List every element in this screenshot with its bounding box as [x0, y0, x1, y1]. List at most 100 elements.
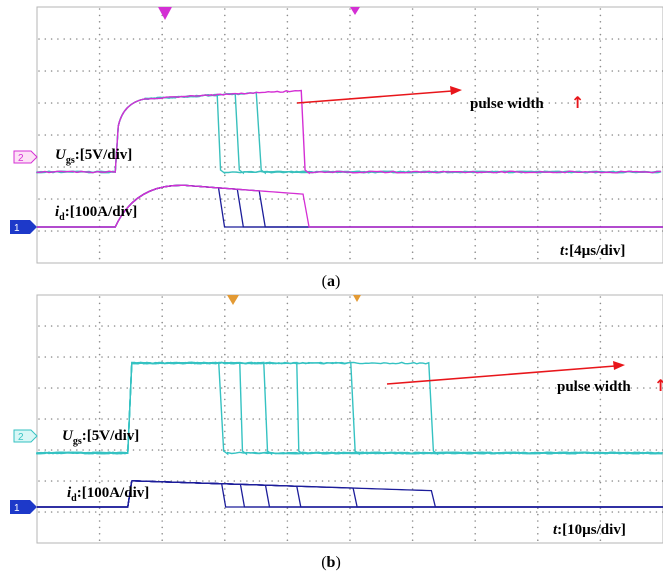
traces: [36, 361, 663, 508]
grid-dot: [435, 230, 437, 232]
grid-dot: [548, 449, 551, 451]
grid-dot: [474, 193, 477, 196]
grid-dot: [599, 353, 602, 356]
grid-dot: [107, 166, 110, 168]
time-scale-label: t:[4µs/div]: [560, 243, 625, 259]
grid-dot: [224, 366, 226, 369]
grid-dot: [101, 449, 103, 451]
grid-dot: [636, 387, 639, 389]
grid-dot: [454, 134, 456, 136]
grid-dot: [349, 40, 351, 42]
grid-dot: [145, 198, 147, 200]
grid-dot: [523, 38, 525, 40]
grid-dot: [435, 134, 437, 136]
grid-dot: [353, 70, 355, 72]
id-trace: [37, 184, 663, 228]
grid-dot: [517, 230, 519, 232]
grid-dot: [349, 174, 351, 177]
grid-dot: [176, 38, 179, 40]
grid-dot: [349, 347, 351, 350]
grid-dot: [365, 418, 368, 420]
grid-dot: [349, 430, 351, 433]
grid-dot: [391, 198, 393, 200]
grid-dot: [296, 166, 299, 168]
grid-dot: [239, 480, 242, 482]
grid-dot: [349, 315, 351, 318]
grid-dot: [349, 405, 351, 407]
grid-dot: [286, 469, 289, 471]
grid-dot: [309, 449, 311, 451]
grid-dot: [246, 418, 248, 420]
grid-dot: [286, 481, 289, 484]
grid-dot: [384, 449, 387, 451]
grid-dot: [485, 166, 488, 168]
grid-dot: [599, 110, 602, 113]
grid-dot: [617, 38, 620, 40]
grid-dot: [474, 117, 477, 119]
grid-dot: [107, 38, 110, 40]
grid-dot: [44, 480, 47, 482]
grid-dot: [474, 334, 477, 337]
grid-dot: [349, 539, 351, 541]
grid-dot: [411, 53, 414, 55]
grid-dot: [411, 110, 414, 113]
grid-dot: [636, 198, 639, 200]
grid-dot: [334, 449, 336, 451]
grid-dot: [510, 102, 513, 104]
grid-dot: [554, 166, 557, 168]
grid-dot: [113, 418, 116, 420]
grid-dot: [98, 91, 101, 93]
grid-dot: [157, 511, 160, 513]
grid-dot: [573, 166, 576, 168]
grid-dot: [655, 134, 658, 136]
grid-dot: [422, 356, 425, 358]
grid-dot: [176, 102, 179, 104]
grid-dot: [340, 418, 343, 420]
grid-dot: [233, 166, 236, 168]
grid-dot: [643, 325, 645, 327]
grid-dot: [474, 392, 477, 394]
grid-dot: [57, 102, 59, 104]
grid-dot: [208, 70, 210, 72]
grid-dot: [98, 117, 101, 119]
grid-dot: [224, 373, 226, 375]
grid-dot: [353, 325, 355, 327]
caption-a: (a): [322, 273, 341, 290]
grid-dot: [252, 511, 254, 513]
grid-dot: [302, 70, 305, 72]
grid-dot: [485, 198, 488, 200]
grid-dot: [617, 102, 620, 104]
grid-dot: [474, 373, 477, 375]
grid-dot: [460, 70, 462, 72]
grid-dot: [315, 387, 318, 389]
grid-dot: [403, 134, 406, 136]
grid-dot: [349, 456, 351, 458]
grid-dot: [88, 511, 91, 513]
grid-dot: [98, 257, 101, 260]
grid-dot: [286, 302, 289, 305]
grid-dot: [286, 149, 289, 151]
grid-dot: [474, 27, 477, 30]
grid-dot: [161, 296, 163, 298]
grid-dot: [286, 488, 289, 490]
grid-dot: [50, 102, 53, 104]
grid-dot: [239, 166, 242, 168]
grid-dot: [202, 134, 204, 136]
grid-dot: [630, 230, 632, 232]
grid-dot: [239, 102, 242, 104]
grid-dot: [157, 38, 160, 40]
grid-dot: [233, 38, 236, 40]
grid-dot: [98, 251, 101, 253]
grid-dot: [542, 480, 544, 482]
grid-dot: [286, 475, 289, 478]
grid-dot: [353, 198, 355, 200]
grid-dot: [535, 480, 538, 482]
grid-dot: [460, 511, 462, 513]
grid-dot: [88, 166, 91, 168]
grid-dot: [161, 430, 163, 433]
grid-dot: [126, 511, 128, 513]
grid-dot: [561, 418, 563, 420]
grid-dot: [120, 356, 122, 358]
grid-dot: [202, 387, 204, 389]
grid-dot: [98, 104, 101, 106]
